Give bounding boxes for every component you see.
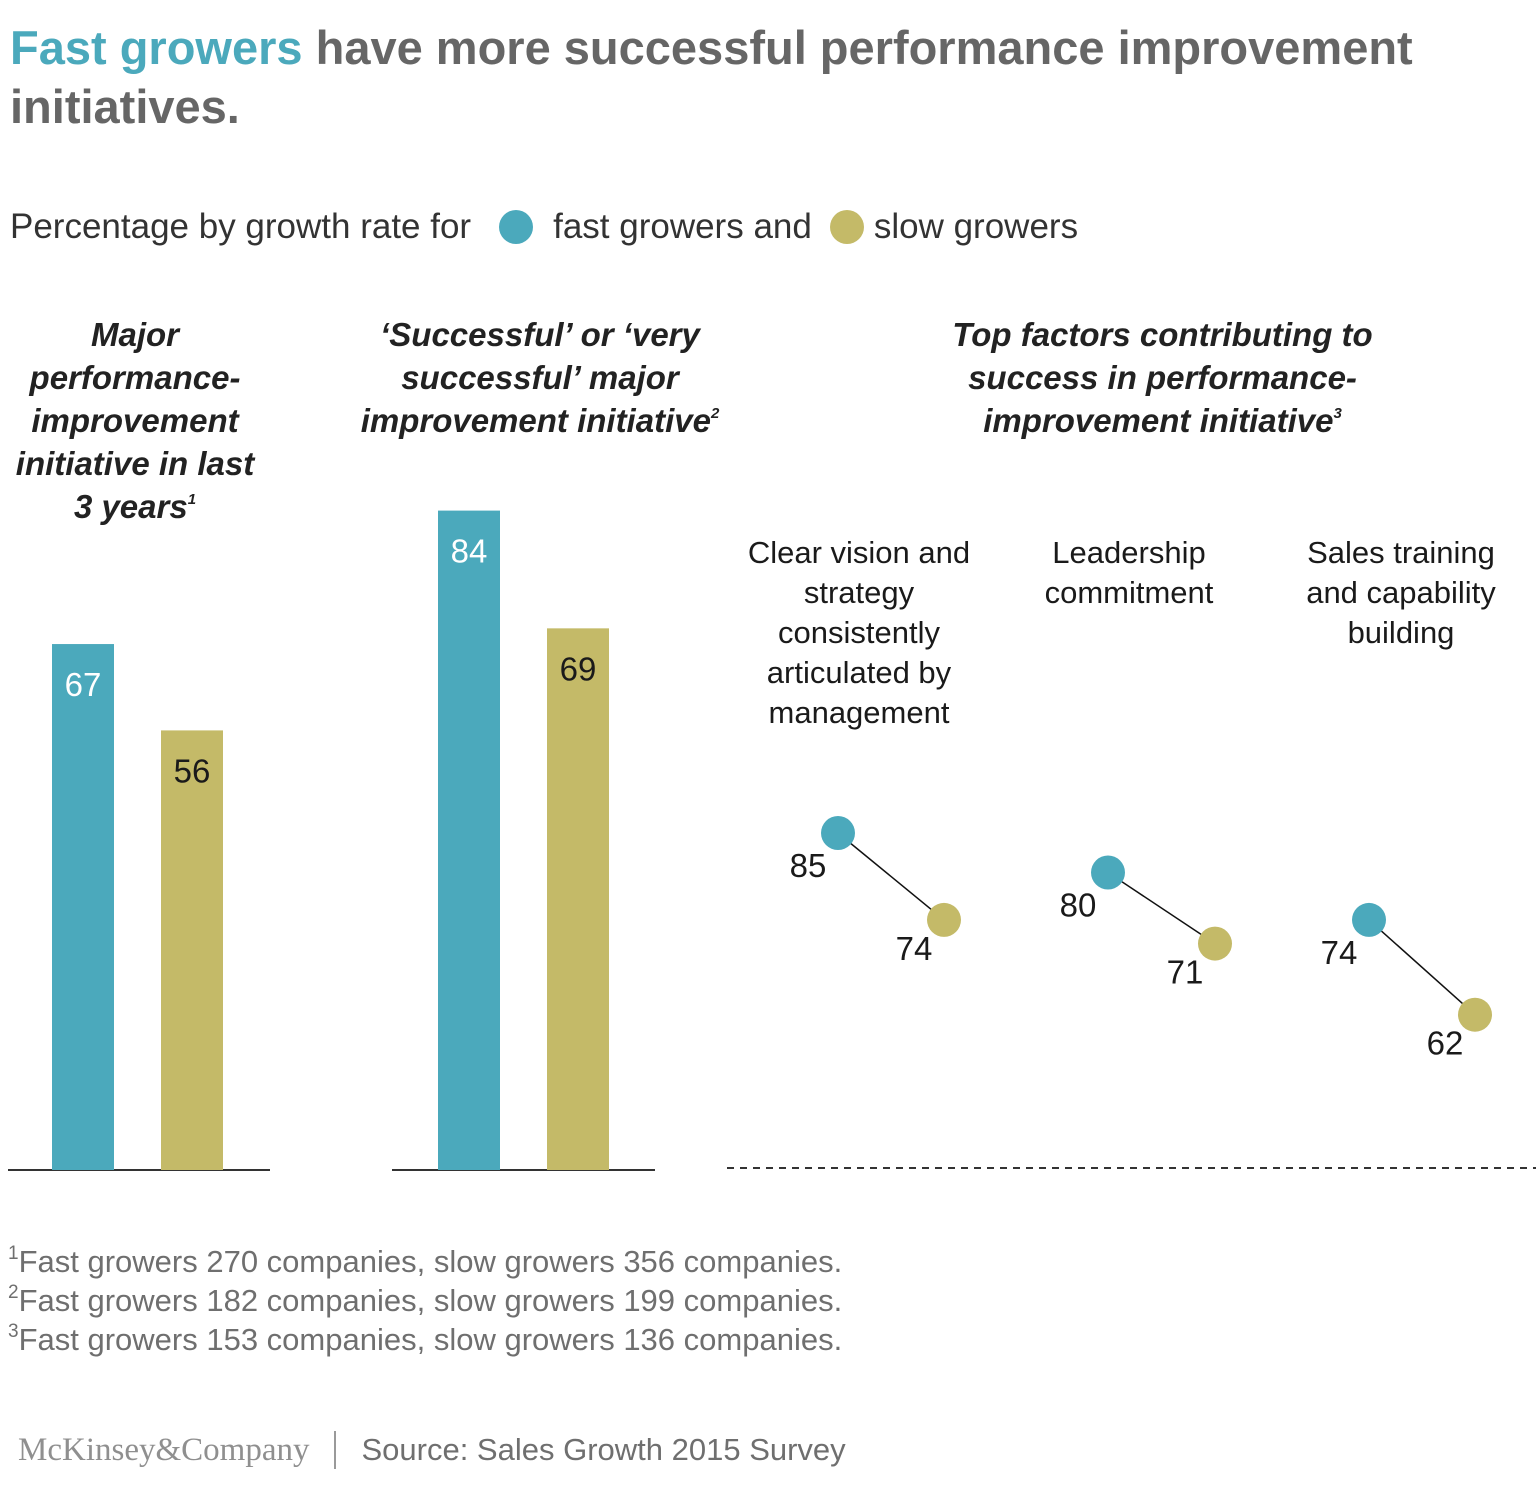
factor-2-slow-point [1198,926,1232,961]
title-rest: have more successful performance improve… [10,21,1413,133]
footnote-3: 3Fast growers 153 companies, slow grower… [8,1321,843,1357]
panel-3-footnote-mark: 3 [1333,405,1342,422]
panel-1-title: Major performance-improvement initiative… [15,316,255,525]
factor-1-slow-value: 74 [896,930,933,967]
legend-intro: Percentage by growth rate for [10,207,472,246]
factor-2-fast-point [1091,855,1125,890]
legend-slow-label: slow growers [873,207,1079,246]
panel-1-label-fast: 67 [65,666,102,703]
legend-fast-label: fast growers and [553,207,812,246]
legend-slow-dot-icon [829,210,864,244]
factor-3-slow-point [1458,997,1492,1032]
factor-3-fast-point [1352,902,1386,937]
panel-3-title: Top factors contributing to success in p… [952,316,1373,439]
footnotes: 1Fast growers 270 companies, slow grower… [8,1242,842,1359]
panel-1-footnote-mark: 1 [187,491,197,508]
source-note: Source: Sales Growth 2015 Survey [361,1432,846,1467]
panel-1-label-slow: 56 [174,752,211,789]
factor-1-fast-value: 85 [790,847,827,884]
factor-2-slow-value: 71 [1167,954,1204,991]
title-accent: Fast growers [10,21,303,74]
footer-divider [334,1431,337,1469]
legend: Percentage by growth rate for fast growe… [10,205,1078,249]
factor-1-slow-point [927,902,961,937]
panel-1-bar-slow [161,730,223,1170]
legend-fast-dot-icon [499,210,534,244]
factor-label-leadership: Leadership commitment [1044,535,1214,610]
factor-3-connector [1368,919,1476,1016]
panel-2-label-slow: 69 [560,650,597,687]
factor-1-connector [837,832,945,921]
factor-3-slow-value: 62 [1427,1025,1464,1062]
factor-label-clear-vision: Clear vision and strategy consistently a… [747,535,971,730]
panel-2-footnote-mark: 2 [710,405,720,422]
factor-3-fast-value: 74 [1321,934,1358,971]
panel-2-title: ‘Successful’ or ‘very successful’ major … [360,316,720,439]
factor-2-connector [1107,871,1216,945]
factor-2-fast-value: 80 [1060,887,1097,924]
footnote-1: 1Fast growers 270 companies, slow grower… [8,1243,843,1279]
panel-2-bar-slow [547,628,609,1170]
factor-label-sales-training: Sales training and capability building [1306,535,1496,650]
factor-1-fast-point [821,816,855,850]
panel-1-bar-fast [52,644,114,1170]
panel-2-bar-fast [438,510,500,1171]
chart-marks: 67 56 84 69 85 74 80 71 74 62 [52,510,1492,1171]
mckinsey-logo: McKinsey&Company [18,1431,310,1468]
footer: McKinsey&Company Source: Sales Growth 20… [18,1428,846,1472]
panel-2-label-fast: 84 [451,533,488,570]
chart-title: Fast growers have more successful perfor… [10,18,1520,136]
footnote-2: 2Fast growers 182 companies, slow grower… [8,1282,843,1318]
